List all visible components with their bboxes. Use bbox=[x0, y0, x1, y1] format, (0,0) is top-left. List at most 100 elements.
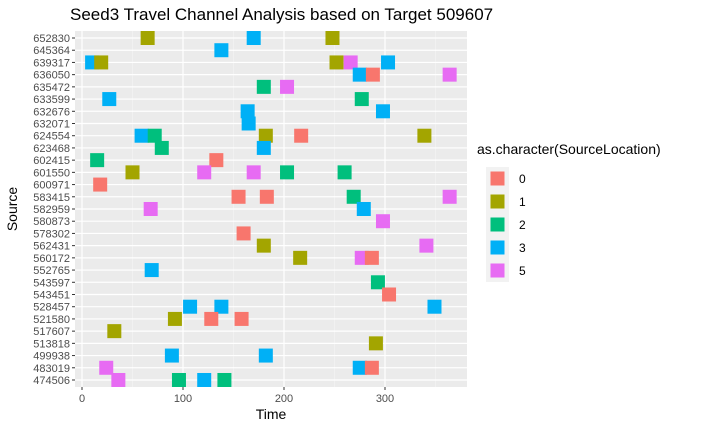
y-tick-label: 562431 bbox=[33, 241, 70, 253]
data-point bbox=[280, 165, 295, 180]
data-point bbox=[143, 201, 158, 216]
data-point bbox=[93, 177, 108, 192]
y-tick-label: 632071 bbox=[33, 118, 70, 130]
data-point bbox=[144, 263, 159, 278]
y-tick-label: 624554 bbox=[33, 131, 70, 143]
x-tick-label: 300 bbox=[376, 393, 394, 405]
data-point bbox=[442, 67, 457, 82]
y-tick-label: 474506 bbox=[33, 375, 70, 387]
y-tick-label: 601550 bbox=[33, 167, 70, 179]
data-point bbox=[197, 372, 212, 387]
data-point bbox=[102, 92, 117, 107]
data-point bbox=[214, 43, 229, 58]
data-point bbox=[343, 55, 358, 70]
data-point bbox=[354, 92, 369, 107]
legend-title: as.character(SourceLocation) bbox=[477, 141, 661, 157]
data-point bbox=[246, 31, 261, 45]
data-point bbox=[231, 189, 246, 204]
y-tick-label: 639317 bbox=[33, 57, 70, 69]
data-point bbox=[204, 311, 219, 326]
y-tick-label: 602415 bbox=[33, 155, 70, 167]
data-point bbox=[256, 79, 271, 94]
data-point bbox=[164, 348, 179, 363]
y-tick-label: 552765 bbox=[33, 265, 70, 277]
x-axis: 0 100 200 300 bbox=[79, 387, 394, 405]
y-tick-label: 632676 bbox=[33, 106, 70, 118]
data-point bbox=[154, 140, 169, 155]
y-tick-label: 499938 bbox=[33, 351, 70, 363]
legend-swatch bbox=[490, 171, 505, 186]
data-point bbox=[280, 79, 295, 94]
data-point bbox=[325, 31, 340, 45]
data-point bbox=[365, 67, 380, 82]
data-point bbox=[381, 55, 396, 70]
data-point bbox=[240, 104, 255, 119]
y-tick-label: 543597 bbox=[33, 277, 70, 289]
data-point bbox=[217, 372, 232, 387]
legend-label: 5 bbox=[519, 264, 526, 278]
data-point bbox=[99, 360, 114, 375]
data-point bbox=[259, 189, 274, 204]
data-point bbox=[111, 372, 126, 387]
data-point bbox=[209, 153, 224, 168]
legend-swatch bbox=[490, 240, 505, 255]
x-tick-label: 200 bbox=[275, 393, 293, 405]
x-tick-label: 100 bbox=[174, 393, 192, 405]
data-point bbox=[293, 250, 308, 265]
y-axis-title: Source bbox=[4, 187, 20, 232]
data-point bbox=[375, 104, 390, 119]
data-point bbox=[256, 140, 271, 155]
data-point bbox=[256, 238, 271, 253]
data-point bbox=[183, 299, 198, 314]
y-tick-label: 578302 bbox=[33, 228, 70, 240]
legend-label: 0 bbox=[519, 172, 526, 186]
y-tick-label: 633599 bbox=[33, 94, 70, 106]
data-point bbox=[94, 55, 109, 70]
data-point bbox=[147, 128, 162, 143]
data-point bbox=[107, 324, 122, 339]
y-tick-label: 528457 bbox=[33, 302, 70, 314]
y-tick-label: 645364 bbox=[33, 45, 70, 57]
data-point bbox=[197, 165, 212, 180]
data-point bbox=[356, 201, 371, 216]
data-point bbox=[171, 372, 186, 387]
data-point bbox=[364, 250, 379, 265]
data-point bbox=[346, 189, 361, 204]
data-point bbox=[337, 165, 352, 180]
x-tick-label: 0 bbox=[79, 393, 85, 405]
data-points bbox=[85, 31, 457, 387]
x-axis-title: Time bbox=[256, 406, 287, 422]
data-point bbox=[419, 238, 434, 253]
data-point bbox=[167, 311, 182, 326]
data-point bbox=[246, 165, 261, 180]
data-point bbox=[134, 128, 149, 143]
data-point bbox=[140, 31, 155, 45]
legend-swatch bbox=[490, 263, 505, 278]
data-point bbox=[241, 116, 256, 131]
y-tick-label: 600971 bbox=[33, 180, 70, 192]
y-tick-label: 483019 bbox=[33, 363, 70, 375]
y-tick-label: 623468 bbox=[33, 143, 70, 155]
y-tick-label: 582959 bbox=[33, 204, 70, 216]
y-tick-label: 521580 bbox=[33, 314, 70, 326]
data-point bbox=[417, 128, 432, 143]
data-point bbox=[236, 226, 251, 241]
data-point bbox=[214, 299, 229, 314]
data-point bbox=[364, 360, 379, 375]
y-tick-label: 560172 bbox=[33, 253, 70, 265]
data-point bbox=[125, 165, 140, 180]
y-tick-label: 517607 bbox=[33, 326, 70, 338]
y-tick-label: 652830 bbox=[33, 33, 70, 45]
legend-label: 1 bbox=[519, 195, 526, 209]
legend: as.character(SourceLocation) 0 1 2 3 5 bbox=[477, 141, 661, 282]
legend-label: 2 bbox=[519, 218, 526, 232]
data-point bbox=[427, 299, 442, 314]
data-point bbox=[234, 311, 249, 326]
data-point bbox=[352, 360, 367, 375]
y-axis: 4745064830194999385138185176075215805284… bbox=[33, 33, 75, 387]
data-point bbox=[90, 153, 105, 168]
y-tick-label: 635472 bbox=[33, 82, 70, 94]
data-point bbox=[258, 128, 273, 143]
data-point bbox=[375, 214, 390, 229]
